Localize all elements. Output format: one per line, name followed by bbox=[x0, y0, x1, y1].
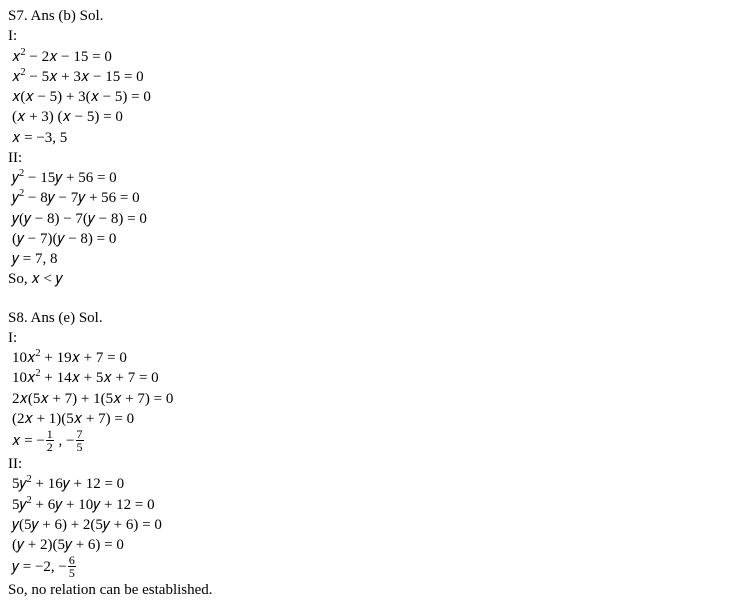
solutions-page: S7. Ans (b) Sol. I: 𝑥2 − 2𝑥 − 15 = 0 𝑥2 … bbox=[0, 0, 743, 601]
s8-p1-eq2: 10𝑥2 + 14𝑥 + 5𝑥 + 7 = 0 bbox=[8, 368, 735, 388]
s8-part2-label: II: bbox=[8, 454, 735, 474]
s7-p1-eq5: 𝑥 = −3, 5 bbox=[8, 128, 735, 148]
s8-header: S8. Ans (e) Sol. bbox=[8, 308, 735, 328]
s8-p2-eq3: 𝑦(5𝑦 + 6) + 2(5𝑦 + 6) = 0 bbox=[8, 515, 735, 535]
math-text: 𝑦(𝑦 − 8) − 7(𝑦 − 8) = 0 bbox=[12, 211, 147, 227]
s7-p1-eq4: (𝑥 + 3) (𝑥 − 5) = 0 bbox=[8, 107, 735, 127]
s7-part1-label: I: bbox=[8, 26, 735, 46]
math-text: 5𝑦2 + 6𝑦 + 10𝑦 + 12 = 0 bbox=[12, 497, 155, 513]
denominator: 5 bbox=[76, 441, 84, 453]
section-gap bbox=[8, 290, 735, 308]
s7-conclusion: So, 𝑥 < 𝑦 bbox=[8, 269, 735, 289]
fraction: 75 bbox=[76, 428, 84, 453]
s8-part1-label: I: bbox=[8, 328, 735, 348]
math-text: 𝑦2 − 8𝑦 − 7𝑦 + 56 = 0 bbox=[12, 190, 140, 206]
math-text: (2𝑥 + 1)(5𝑥 + 7) = 0 bbox=[12, 411, 134, 427]
s7-p1-eq3: 𝑥(𝑥 − 5) + 3(𝑥 − 5) = 0 bbox=[8, 87, 735, 107]
s8-p1-eq3: 2𝑥(5𝑥 + 7) + 1(5𝑥 + 7) = 0 bbox=[8, 389, 735, 409]
s8-conclusion: So, no relation can be established. bbox=[8, 580, 735, 600]
s8-p2-eq2: 5𝑦2 + 6𝑦 + 10𝑦 + 12 = 0 bbox=[8, 495, 735, 515]
math-text: 𝑥 = −12 , −75 bbox=[12, 433, 85, 449]
s7-header: S7. Ans (b) Sol. bbox=[8, 6, 735, 26]
math-text: 𝑥(𝑥 − 5) + 3(𝑥 − 5) = 0 bbox=[12, 89, 151, 105]
math-text: (𝑦 − 7)(𝑦 − 8) = 0 bbox=[12, 231, 116, 247]
s7-p1-eq2: 𝑥2 − 5𝑥 + 3𝑥 − 15 = 0 bbox=[8, 67, 735, 87]
denominator: 2 bbox=[46, 441, 54, 453]
conclusion-math: 𝑥 < 𝑦 bbox=[31, 271, 62, 287]
math-text: (𝑥 + 3) (𝑥 − 5) = 0 bbox=[12, 109, 123, 125]
s7-part2-label: II: bbox=[8, 148, 735, 168]
s8-p1-eq4: (2𝑥 + 1)(5𝑥 + 7) = 0 bbox=[8, 409, 735, 429]
math-text: 𝑦 = 7, 8 bbox=[12, 251, 57, 267]
fraction: 65 bbox=[68, 554, 76, 579]
math-text: (𝑦 + 2)(5𝑦 + 6) = 0 bbox=[12, 537, 124, 553]
math-text: 𝑦(5𝑦 + 6) + 2(5𝑦 + 6) = 0 bbox=[12, 517, 162, 533]
denominator: 5 bbox=[68, 567, 76, 579]
math-text: 10𝑥2 + 14𝑥 + 5𝑥 + 7 = 0 bbox=[12, 370, 159, 386]
math-text: 5𝑦2 + 16𝑦 + 12 = 0 bbox=[12, 476, 124, 492]
math-text: 𝑥 = −3, 5 bbox=[12, 130, 67, 146]
s7-p2-eq3: 𝑦(𝑦 − 8) − 7(𝑦 − 8) = 0 bbox=[8, 209, 735, 229]
s7-p2-eq5: 𝑦 = 7, 8 bbox=[8, 249, 735, 269]
s8-p2-eq1: 5𝑦2 + 16𝑦 + 12 = 0 bbox=[8, 474, 735, 494]
math-text: 𝑥2 − 2𝑥 − 15 = 0 bbox=[12, 49, 112, 65]
conclusion-prefix: So, bbox=[8, 271, 31, 287]
s7-p2-eq2: 𝑦2 − 8𝑦 − 7𝑦 + 56 = 0 bbox=[8, 188, 735, 208]
s8-p2-eq5: 𝑦 = −2, −65 bbox=[8, 555, 735, 580]
s8-p2-eq4: (𝑦 + 2)(5𝑦 + 6) = 0 bbox=[8, 535, 735, 555]
s7-p1-eq1: 𝑥2 − 2𝑥 − 15 = 0 bbox=[8, 47, 735, 67]
math-text: 10𝑥2 + 19𝑥 + 7 = 0 bbox=[12, 350, 127, 366]
math-text: 𝑥2 − 5𝑥 + 3𝑥 − 15 = 0 bbox=[12, 69, 144, 85]
fraction: 12 bbox=[46, 428, 54, 453]
s7-p2-eq4: (𝑦 − 7)(𝑦 − 8) = 0 bbox=[8, 229, 735, 249]
s8-p1-eq5: 𝑥 = −12 , −75 bbox=[8, 429, 735, 454]
math-text: 2𝑥(5𝑥 + 7) + 1(5𝑥 + 7) = 0 bbox=[12, 391, 173, 407]
math-text: 𝑦2 − 15𝑦 + 56 = 0 bbox=[12, 170, 117, 186]
s7-p2-eq1: 𝑦2 − 15𝑦 + 56 = 0 bbox=[8, 168, 735, 188]
s8-p1-eq1: 10𝑥2 + 19𝑥 + 7 = 0 bbox=[8, 348, 735, 368]
math-text: 𝑦 = −2, −65 bbox=[12, 559, 77, 575]
